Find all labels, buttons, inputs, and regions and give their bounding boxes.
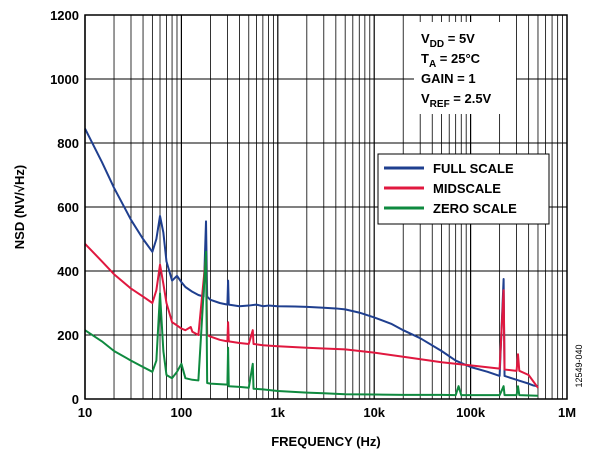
y-tick-label: 600 xyxy=(57,200,79,215)
x-tick-label: 1k xyxy=(271,405,286,420)
y-tick-label: 1200 xyxy=(50,8,79,23)
figure-code: 12549-040 xyxy=(574,344,584,387)
legend-label: ZERO SCALE xyxy=(433,201,517,216)
x-tick-label: 10 xyxy=(78,405,92,420)
x-tick-label: 100k xyxy=(456,405,486,420)
y-axis-label: NSD (NV/√Hz) xyxy=(12,165,27,249)
y-tick-label: 0 xyxy=(72,392,79,407)
y-tick-labels: 0 200 400 600 800 1000 1200 xyxy=(50,8,79,407)
x-tick-label: 100 xyxy=(171,405,193,420)
grid xyxy=(84,14,567,400)
condition-line: VDD = 5V xyxy=(421,31,475,50)
condition-line: VREF = 2.5V xyxy=(421,91,492,110)
y-tick-label: 400 xyxy=(57,264,79,279)
y-tick-label: 1000 xyxy=(50,72,79,87)
condition-line: GAIN = 1 xyxy=(421,71,476,86)
plot-frame xyxy=(84,14,568,400)
legend-label: MIDSCALE xyxy=(433,181,501,196)
series-layer xyxy=(84,128,539,397)
series-line xyxy=(84,243,539,389)
y-tick-label: 200 xyxy=(57,328,79,343)
x-tick-label: 10k xyxy=(363,405,385,420)
x-tick-label: 1M xyxy=(558,405,576,420)
legend-label: FULL SCALE xyxy=(433,161,514,176)
y-tick-label: 800 xyxy=(57,136,79,151)
x-axis-label: FREQUENCY (Hz) xyxy=(271,434,381,449)
series-line xyxy=(84,250,539,397)
condition-line: TA = 25°C xyxy=(421,51,481,70)
legend: FULL SCALE MIDSCALE ZERO SCALE xyxy=(377,153,550,225)
x-tick-labels: 10 100 1k 10k 100k 1M xyxy=(78,405,576,420)
